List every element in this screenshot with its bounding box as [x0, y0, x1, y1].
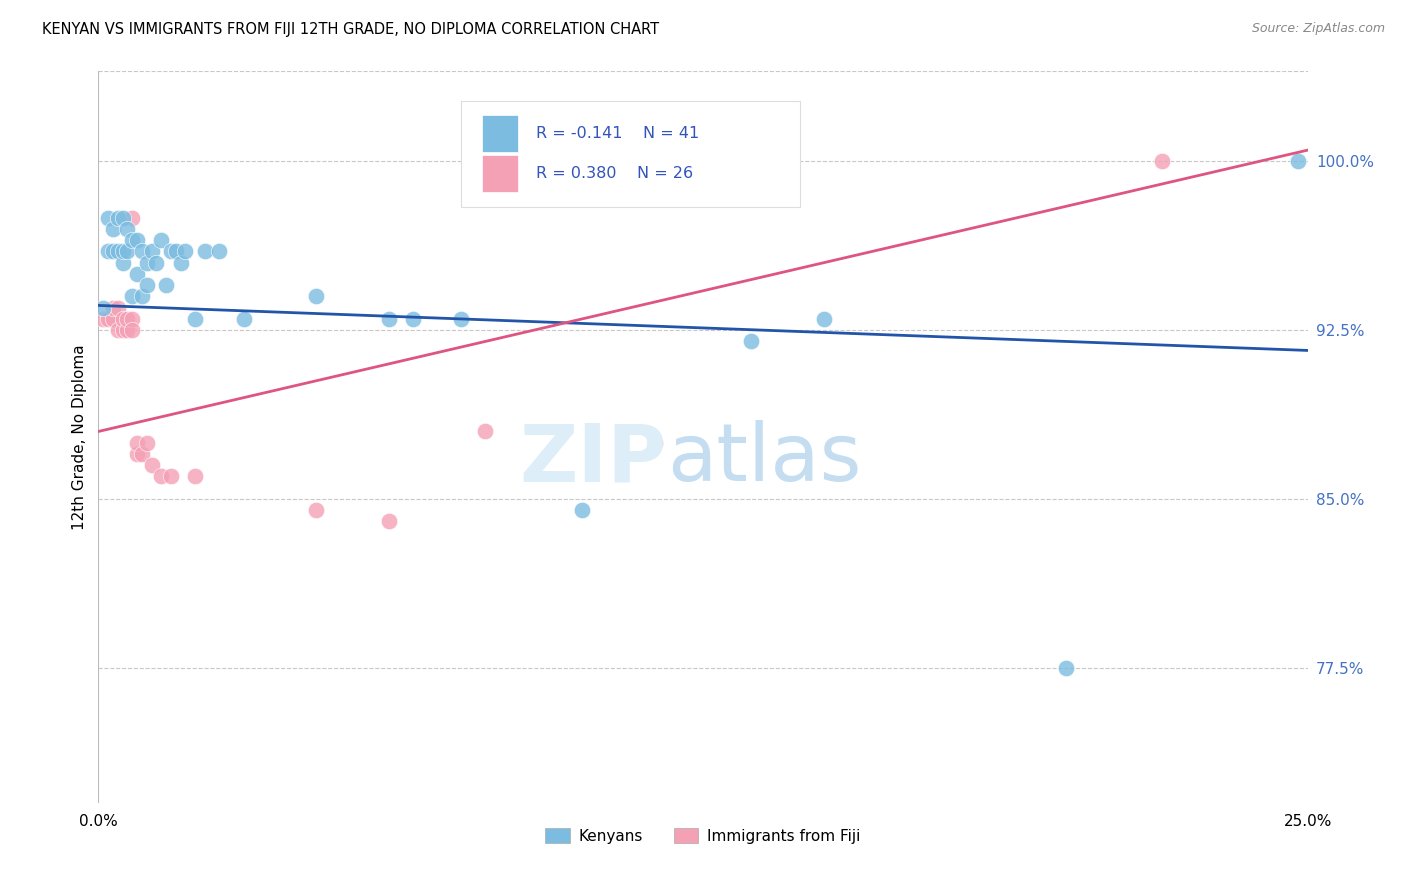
Point — [305, 289, 328, 303]
Point — [127, 447, 149, 461]
Legend: Kenyans, Immigrants from Fiji: Kenyans, Immigrants from Fiji — [538, 822, 868, 850]
Point — [111, 312, 134, 326]
Point — [377, 515, 399, 529]
Point — [101, 244, 124, 259]
Point — [644, 435, 666, 450]
Text: ZIP: ZIP — [519, 420, 666, 498]
Point — [121, 323, 143, 337]
Point — [101, 301, 124, 315]
Point — [97, 244, 120, 259]
Point — [91, 312, 114, 326]
Point — [135, 255, 157, 269]
Point — [131, 244, 153, 259]
Point — [135, 435, 157, 450]
Point — [107, 323, 129, 337]
Text: atlas: atlas — [666, 420, 860, 498]
Point — [450, 312, 472, 326]
Point — [169, 255, 191, 269]
Text: Source: ZipAtlas.com: Source: ZipAtlas.com — [1251, 22, 1385, 36]
Text: R = 0.380    N = 26: R = 0.380 N = 26 — [536, 166, 693, 181]
Point — [97, 312, 120, 326]
Point — [141, 458, 163, 473]
Point — [150, 469, 173, 483]
Y-axis label: 12th Grade, No Diploma: 12th Grade, No Diploma — [72, 344, 87, 530]
Point — [127, 233, 149, 247]
Point — [107, 301, 129, 315]
Point — [474, 425, 496, 439]
Point — [155, 278, 177, 293]
Point — [117, 323, 139, 337]
Point — [232, 312, 254, 326]
Point — [111, 244, 134, 259]
Point — [571, 503, 593, 517]
Point — [117, 222, 139, 236]
FancyBboxPatch shape — [482, 115, 517, 152]
Point — [305, 503, 328, 517]
Point — [150, 233, 173, 247]
Point — [111, 211, 134, 225]
Point — [813, 312, 835, 326]
Point — [208, 244, 231, 259]
FancyBboxPatch shape — [461, 101, 800, 207]
Point — [135, 278, 157, 293]
Point — [121, 233, 143, 247]
Point — [160, 244, 183, 259]
Point — [131, 289, 153, 303]
Point — [107, 211, 129, 225]
Point — [165, 244, 187, 259]
FancyBboxPatch shape — [482, 155, 517, 192]
Point — [1152, 154, 1174, 169]
Point — [111, 323, 134, 337]
Point — [1054, 661, 1077, 675]
Point — [121, 312, 143, 326]
Point — [402, 312, 425, 326]
Point — [141, 244, 163, 259]
Point — [117, 244, 139, 259]
Point — [121, 289, 143, 303]
Point — [160, 469, 183, 483]
Point — [377, 312, 399, 326]
Point — [117, 312, 139, 326]
Point — [127, 435, 149, 450]
Point — [107, 244, 129, 259]
Point — [91, 301, 114, 315]
Point — [131, 447, 153, 461]
Point — [97, 211, 120, 225]
Point — [101, 222, 124, 236]
Text: KENYAN VS IMMIGRANTS FROM FIJI 12TH GRADE, NO DIPLOMA CORRELATION CHART: KENYAN VS IMMIGRANTS FROM FIJI 12TH GRAD… — [42, 22, 659, 37]
Point — [184, 312, 207, 326]
Point — [111, 255, 134, 269]
Point — [740, 334, 762, 349]
Text: R = -0.141    N = 41: R = -0.141 N = 41 — [536, 126, 699, 141]
Point — [127, 267, 149, 281]
Point — [1286, 154, 1309, 169]
Point — [101, 312, 124, 326]
Point — [174, 244, 197, 259]
Point — [145, 255, 167, 269]
Point — [184, 469, 207, 483]
Point — [121, 211, 143, 225]
Point — [194, 244, 217, 259]
